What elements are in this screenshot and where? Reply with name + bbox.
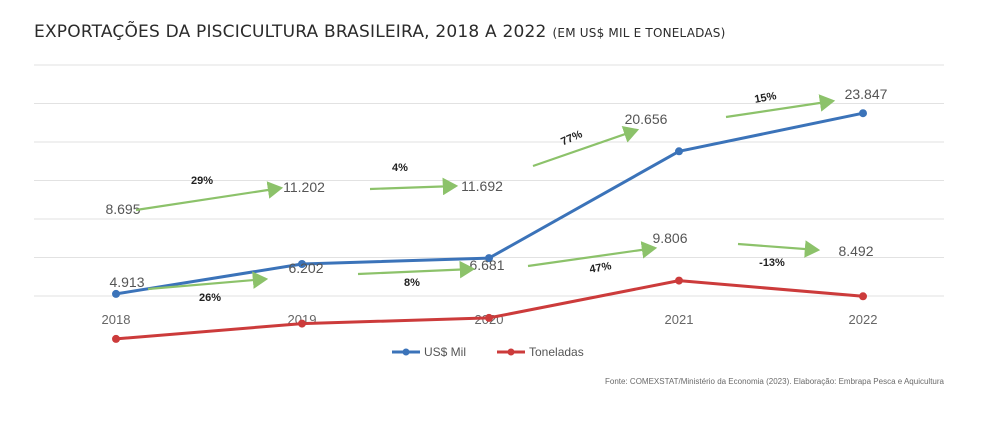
change-label: -13% (759, 257, 785, 269)
data-point (298, 319, 306, 328)
change-label: 26% (199, 292, 221, 304)
data-point (859, 109, 867, 118)
data-point (112, 334, 120, 343)
data-point (112, 289, 120, 298)
growth-arrow (357, 260, 476, 279)
growth-arrow (737, 240, 821, 258)
data-label: 6.681 (469, 257, 504, 273)
data-label: 8.492 (838, 243, 873, 259)
growth-arrow (725, 94, 836, 119)
data-label: 20.656 (625, 111, 668, 127)
chart-subtitle: (EM US$ MIL E TONELADAS) (552, 26, 726, 40)
legend-swatch-dot (507, 348, 515, 356)
data-label: 11.202 (283, 179, 325, 195)
legend-swatch-dot (402, 348, 410, 356)
data-point (485, 313, 493, 322)
data-point (298, 260, 306, 268)
chart-title-block: EXPORTAÇÕES DA PISCICULTURA BRASILEIRA, … (34, 22, 725, 42)
change-label: 77% (559, 128, 584, 148)
change-label: 8% (404, 277, 420, 289)
data-point (675, 147, 683, 156)
change-label: 47% (589, 260, 613, 276)
data-label: 8.695 (105, 201, 140, 217)
legend-label: US$ Mil (424, 345, 466, 359)
chart-title: EXPORTAÇÕES DA PISCICULTURA BRASILEIRA, … (34, 22, 547, 42)
x-tick-label: 2018 (102, 312, 131, 327)
data-label: 9.806 (652, 230, 687, 246)
growth-arrow (147, 271, 269, 291)
data-point (859, 292, 867, 301)
growth-arrow (527, 241, 658, 268)
legend-label: Toneladas (529, 345, 584, 359)
series-line-1 (115, 279, 864, 341)
data-point (675, 276, 683, 285)
data-label: 4.913 (109, 274, 144, 290)
data-label: 11.692 (461, 178, 503, 194)
change-label: 29% (191, 175, 213, 187)
data-point (485, 254, 493, 263)
change-label: 15% (754, 90, 778, 106)
source-note: Fonte: COMEXSTAT/Ministério da Economia … (605, 377, 944, 386)
data-label: 6.202 (288, 260, 323, 276)
growth-arrow (532, 126, 640, 168)
growth-arrow (135, 181, 284, 212)
growth-arrow (369, 177, 459, 196)
x-tick-label: 2021 (665, 312, 694, 327)
x-tick-label: 2022 (849, 312, 878, 327)
data-label: 23.847 (845, 86, 888, 102)
change-label: 4% (392, 162, 408, 174)
